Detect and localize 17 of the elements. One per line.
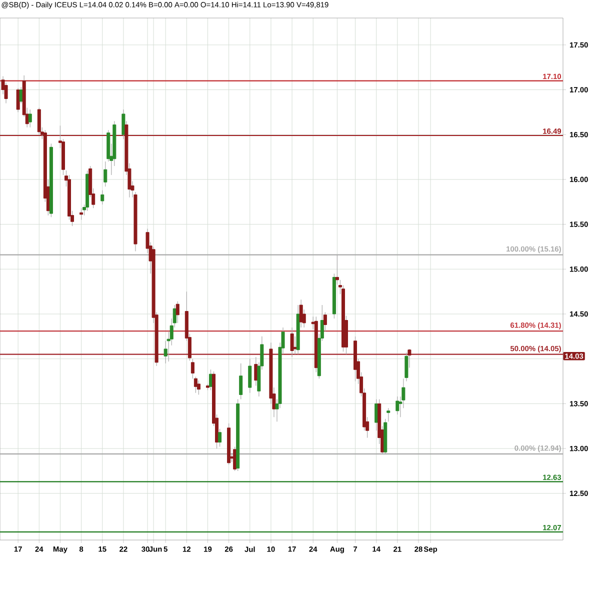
candlestick [28,109,32,128]
candlestick [16,88,20,112]
candlestick [37,107,41,135]
candlestick [396,396,400,415]
candlestick [19,86,23,104]
candlestick [293,336,297,355]
candlestick [218,428,222,448]
candlestick [80,208,84,220]
candlestick [100,190,104,205]
candlestick [386,408,390,422]
candlestick [239,363,243,400]
candlestick [176,301,180,324]
candlestick [404,352,408,382]
candlestick [248,358,252,394]
candlestick [196,380,200,396]
candlestick [104,161,108,187]
candlestick [290,327,294,358]
